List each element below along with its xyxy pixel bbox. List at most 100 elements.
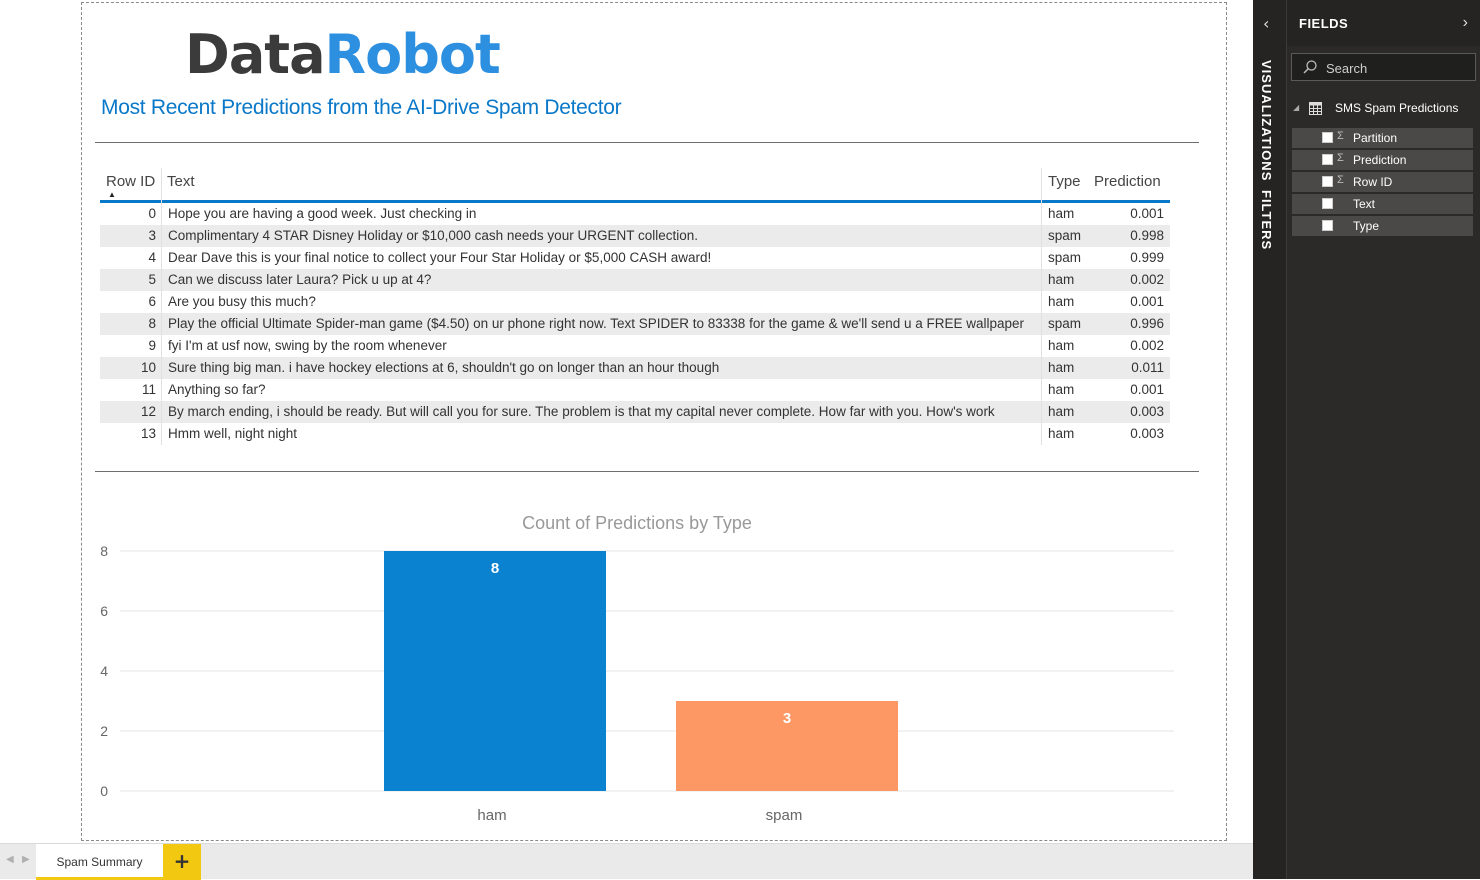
- field-partition[interactable]: Σ Partition: [1292, 128, 1473, 148]
- data-label: 8: [491, 560, 499, 577]
- search-input[interactable]: [1326, 59, 1466, 77]
- visualizations-pane-toggle[interactable]: VISUALIZATIONS: [1259, 60, 1274, 182]
- cell-prediction: 0.001: [1130, 294, 1164, 309]
- cell-row-id: 0: [148, 206, 156, 221]
- column-separator: [161, 225, 162, 247]
- table-row[interactable]: 11 Anything so far? ham 0.001: [100, 379, 1170, 401]
- field-row-id[interactable]: Σ Row ID: [1292, 172, 1473, 192]
- field-prediction[interactable]: Σ Prediction: [1292, 150, 1473, 170]
- column-separator: [161, 423, 162, 445]
- cell-prediction: 0.001: [1130, 206, 1164, 221]
- cell-type: spam: [1048, 228, 1082, 243]
- field-table-sms-spam-predictions[interactable]: ◢ SMS Spam Predictions: [1293, 100, 1478, 118]
- fields-search-box[interactable]: [1291, 53, 1476, 81]
- table-row[interactable]: 8 Play the official Ultimate Spider-man g…: [100, 313, 1170, 335]
- chart-title: Count of Predictions by Type: [522, 513, 752, 533]
- table-row[interactable]: 5 Can we discuss later Laura? Pick u up a…: [100, 269, 1170, 291]
- table-row[interactable]: 4 Dear Dave this is your final notice to …: [100, 247, 1170, 269]
- cell-prediction: 0.999: [1130, 250, 1164, 265]
- report-title: Most Recent Predictions from the AI-Driv…: [101, 96, 622, 119]
- cell-type: ham: [1048, 294, 1075, 309]
- column-separator: [161, 357, 162, 379]
- column-separator: [161, 247, 162, 269]
- cell-row-id: 13: [140, 426, 156, 441]
- field-name: Row ID: [1353, 175, 1393, 189]
- column-separator: [161, 335, 162, 357]
- cell-row-id: 9: [148, 338, 156, 353]
- cell-type: ham: [1048, 338, 1075, 353]
- cell-text: Complimentary 4 STAR Disney Holiday or $…: [168, 228, 698, 243]
- table-name: SMS Spam Predictions: [1335, 101, 1459, 115]
- y-tick-label: 6: [100, 603, 108, 619]
- column-separator: [1041, 225, 1042, 247]
- bar-ham[interactable]: [384, 551, 606, 791]
- chevron-right-icon[interactable]: ›: [1462, 14, 1468, 31]
- table-row[interactable]: 0 Hope you are having a good week. Just c…: [100, 203, 1170, 225]
- field-checkbox[interactable]: [1322, 132, 1333, 143]
- field-checkbox[interactable]: [1322, 176, 1333, 187]
- sigma-icon: Σ: [1337, 174, 1344, 186]
- divider-bottom: [95, 471, 1199, 472]
- field-checkbox[interactable]: [1322, 220, 1333, 231]
- collapse-triangle-icon[interactable]: ◢: [1293, 103, 1300, 112]
- table-row[interactable]: 12 By march ending, i should be ready. Bu…: [100, 401, 1170, 423]
- field-checkbox[interactable]: [1322, 198, 1333, 209]
- x-tick-label: spam: [766, 807, 803, 824]
- column-separator: [1041, 357, 1042, 379]
- sigma-icon: Σ: [1337, 152, 1344, 164]
- cell-text: Anything so far?: [168, 382, 266, 397]
- column-separator: [1041, 291, 1042, 313]
- table-row[interactable]: 9 fyi I'm at usf now, swing by the room w…: [100, 335, 1170, 357]
- column-separator: [1041, 335, 1042, 357]
- cell-prediction: 0.998: [1130, 228, 1164, 243]
- data-label: 3: [783, 710, 791, 727]
- scroll-left-icon[interactable]: ◀: [6, 854, 14, 865]
- table-row[interactable]: 3 Complimentary 4 STAR Disney Holiday or …: [100, 225, 1170, 247]
- cell-text: Hope you are having a good week. Just ch…: [168, 206, 477, 221]
- col-header-prediction[interactable]: Prediction: [1094, 173, 1161, 190]
- tab-spam-summary[interactable]: Spam Summary: [36, 844, 163, 880]
- scroll-right-icon[interactable]: ▶: [22, 854, 30, 865]
- filters-pane-toggle[interactable]: FILTERS: [1259, 190, 1274, 251]
- cell-prediction: 0.996: [1130, 316, 1164, 331]
- col-header-text[interactable]: Text: [167, 173, 195, 190]
- report-canvas: DataRobot Most Recent Predictions from t…: [81, 2, 1227, 841]
- cell-type: spam: [1048, 316, 1082, 331]
- divider-top: [95, 142, 1199, 143]
- y-tick-label: 0: [100, 783, 108, 799]
- cell-text: Dear Dave this is your final notice to c…: [168, 250, 712, 265]
- report-page: DataRobot Most Recent Predictions from t…: [81, 2, 1227, 841]
- bar-spam[interactable]: [676, 701, 898, 791]
- cell-prediction: 0.002: [1130, 272, 1164, 287]
- cell-prediction: 0.002: [1130, 338, 1164, 353]
- cell-type: ham: [1048, 426, 1075, 441]
- column-separator: [1041, 203, 1042, 225]
- cell-text: Can we discuss later Laura? Pick u up at…: [168, 272, 432, 287]
- bar-chart[interactable]: 0 2 4 6 8 8 ham 3 spam: [82, 535, 1192, 835]
- col-header-type[interactable]: Type: [1048, 173, 1081, 190]
- page-tab-bar: ◀ ▶ Spam Summary +: [0, 843, 1253, 880]
- table-row[interactable]: 10 Sure thing big man. i have hockey elec…: [100, 357, 1170, 379]
- column-separator: [1041, 423, 1042, 445]
- cell-type: ham: [1048, 382, 1075, 397]
- fields-title: FIELDS: [1299, 16, 1349, 31]
- cell-type: ham: [1048, 272, 1075, 287]
- cell-text: Sure thing big man. i have hockey electi…: [168, 360, 720, 375]
- field-type[interactable]: Type: [1292, 216, 1473, 236]
- cell-prediction: 0.001: [1130, 382, 1164, 397]
- column-separator: [1041, 379, 1042, 401]
- y-tick-label: 4: [100, 663, 108, 679]
- predictions-table[interactable]: Row ID ▲ Text Type Prediction 0 Hope you …: [100, 168, 1170, 445]
- add-page-button[interactable]: +: [163, 844, 201, 880]
- cell-type: spam: [1048, 250, 1082, 265]
- table-row[interactable]: 13 Hmm well, night night ham 0.003: [100, 423, 1170, 445]
- column-separator: [1041, 269, 1042, 291]
- chevron-left-icon[interactable]: ‹: [1263, 14, 1270, 33]
- col-header-row-id[interactable]: Row ID: [106, 173, 156, 190]
- fields-pane: FIELDS › ◢ SMS Spam Predictions Σ Partiti…: [1287, 0, 1480, 879]
- field-checkbox[interactable]: [1322, 154, 1333, 165]
- table-row[interactable]: 6 Are you busy this much? ham 0.001: [100, 291, 1170, 313]
- field-text[interactable]: Text: [1292, 194, 1473, 214]
- cell-row-id: 8: [148, 316, 156, 331]
- column-separator: [161, 401, 162, 423]
